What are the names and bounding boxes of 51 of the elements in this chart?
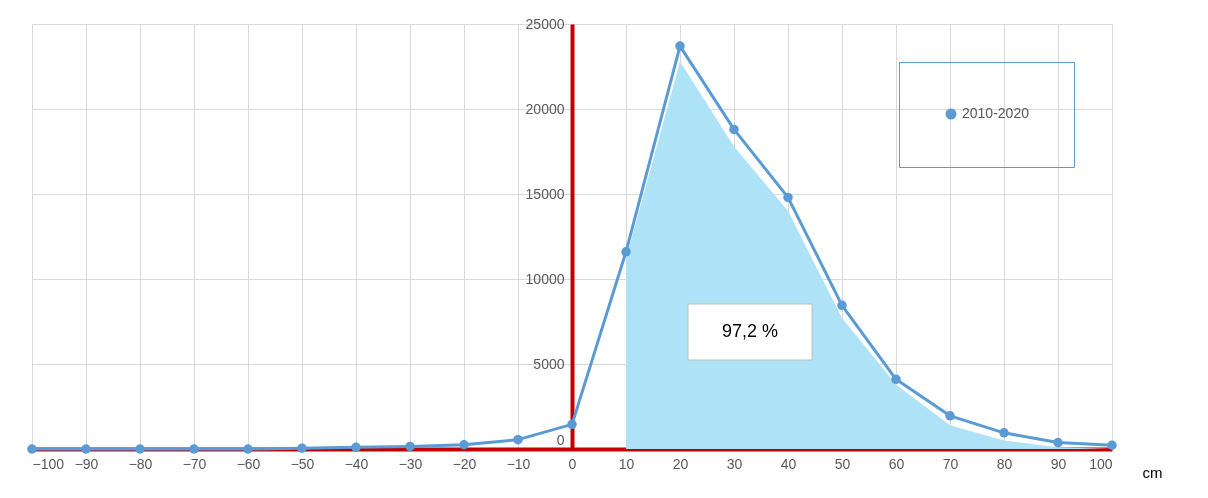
x-tick-label: 30: [726, 455, 743, 472]
y-tick-label: 25000: [525, 15, 565, 32]
point: [513, 434, 523, 445]
point: [405, 441, 415, 452]
x-tick-label: −80: [128, 455, 153, 472]
point: [567, 419, 577, 430]
point: [1107, 440, 1117, 450]
point: [27, 444, 37, 454]
x-tick-label: −90: [74, 455, 99, 472]
point: [999, 428, 1009, 438]
x-tick-label: −30: [398, 455, 423, 472]
y-tick-label: 20000: [525, 100, 565, 117]
point: [351, 442, 361, 453]
x-tick-label: 60: [888, 455, 905, 472]
x-tick-label: −10: [506, 455, 531, 472]
point: [1053, 437, 1063, 448]
point: [81, 444, 91, 454]
x-tick-label: 90: [1050, 455, 1067, 472]
point: [135, 444, 145, 454]
legend-label: 2010-2020: [962, 105, 1030, 121]
point: [729, 124, 739, 135]
x-tick-label: −70: [182, 455, 207, 472]
point: [459, 440, 469, 450]
y-tick-label: 0: [556, 431, 565, 448]
point: [621, 247, 631, 257]
y-tick-label: 10000: [525, 270, 565, 287]
x-tick-label: 20: [672, 455, 689, 472]
x-tick-label: −50: [290, 455, 315, 472]
point: [297, 443, 307, 453]
point: [837, 300, 847, 311]
point: [891, 374, 901, 385]
annotation: 97,2 %: [721, 321, 779, 341]
point: [945, 411, 955, 421]
x-tick-label: 40: [780, 455, 797, 472]
x-tick-label: 0: [568, 455, 577, 472]
y-tick-label: 15000: [525, 185, 565, 202]
x-tick-label: 50: [834, 455, 851, 472]
x-tick-label: −100: [32, 455, 65, 472]
x-tick-label: −40: [344, 455, 369, 472]
point: [783, 192, 793, 203]
point: [189, 444, 199, 454]
x-tick-label: 10: [618, 455, 635, 472]
x-tick-label: −60: [236, 455, 261, 472]
point: [243, 444, 253, 454]
y-tick-label: 5000: [533, 355, 565, 372]
x-tick-label: −20: [452, 455, 477, 472]
point: [675, 41, 685, 51]
x-tick-label: 100: [1089, 455, 1113, 472]
x-tick-label: 70: [942, 455, 959, 472]
x-tick-label: 80: [996, 455, 1013, 472]
x-axis-title: cm: [1142, 463, 1163, 481]
